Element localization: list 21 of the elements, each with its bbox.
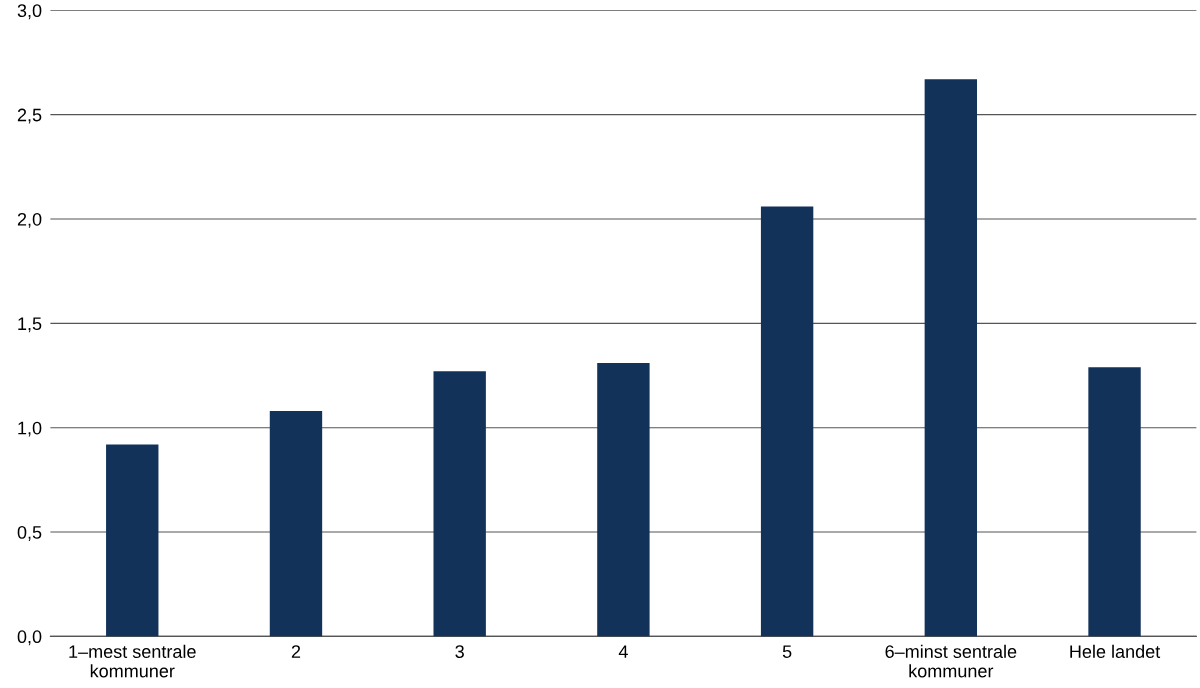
y-tick-label: 0,5 <box>17 525 42 541</box>
bar <box>269 411 323 637</box>
bar <box>760 206 814 637</box>
bar <box>924 79 978 637</box>
x-tick-label: 3 <box>455 645 464 658</box>
bar <box>1088 367 1141 637</box>
y-tick-label: 1,0 <box>18 421 42 437</box>
x-tick-label: 6–minst sentrale kommuner <box>885 644 1017 678</box>
bar <box>106 444 159 637</box>
y-tick-label: 2,0 <box>17 212 42 228</box>
bar <box>433 371 486 637</box>
y-tick-label: 3,0 <box>17 4 42 20</box>
x-tick-label: 2 <box>291 645 301 658</box>
x-tick-label: 1–mest sentrale kommuner <box>69 644 196 678</box>
x-tick-label: Hele landet <box>1070 644 1161 658</box>
bar <box>597 363 650 637</box>
y-tick-label: 0,0 <box>17 630 42 646</box>
x-tick-label: 4 <box>618 645 628 658</box>
y-tick-label: 1,5 <box>18 317 42 333</box>
y-tick-label: 2,5 <box>17 108 42 124</box>
x-tick-label: 5 <box>782 645 792 658</box>
